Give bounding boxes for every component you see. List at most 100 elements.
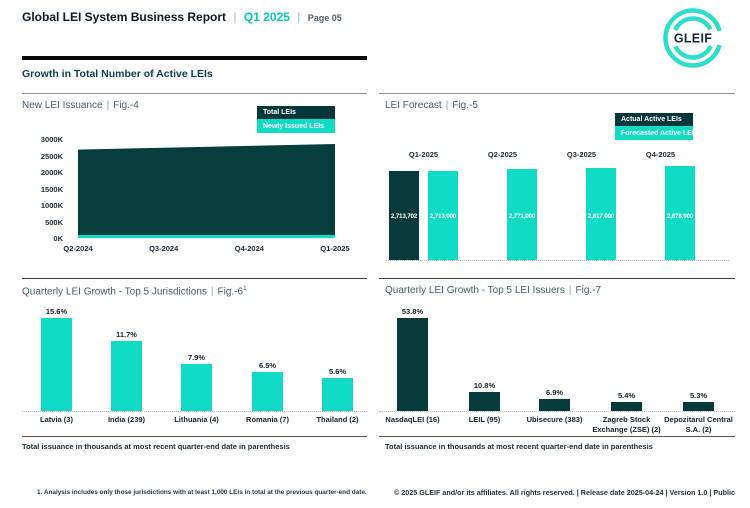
bar xyxy=(611,401,642,411)
bar-value-label: 2,713,000 xyxy=(429,213,457,220)
series-newly-issued-leis xyxy=(78,235,335,238)
category-label: Q1-2025 xyxy=(320,244,350,253)
separator: | xyxy=(445,100,449,111)
report-period: Q1 2025 xyxy=(243,10,290,24)
legend-label: Total LEIs xyxy=(263,109,296,116)
category-label: Q4-2025 xyxy=(645,150,676,159)
y-axis-tick: 0K xyxy=(53,234,63,243)
page-footnote: 1. Analysis includes only those jurisdic… xyxy=(37,489,367,496)
figure-label: Fig.-7 xyxy=(575,285,602,296)
y-axis-tick: 2000K xyxy=(40,168,63,177)
chart-footnote: Total issuance in thousands at most rece… xyxy=(22,442,290,451)
y-axis-tick: 2500K xyxy=(40,151,63,161)
chart-title-fig7: Quarterly LEI Growth - Top 5 LEI Issuers… xyxy=(385,285,601,296)
chart-title-text: Quarterly LEI Growth - Top 5 Jurisdictio… xyxy=(22,286,207,298)
logo-inner-ring xyxy=(671,16,715,60)
separator: | xyxy=(233,10,237,24)
chart-title-fig6: Quarterly LEI Growth - Top 5 Jurisdictio… xyxy=(22,285,247,297)
report-title-text: Global LEI System Business Report xyxy=(22,10,227,24)
chart-title-fig4: New LEI Issuance | Fig.-4 xyxy=(22,100,139,111)
series-total-leis xyxy=(78,144,335,235)
category-label: Q2-2025 xyxy=(487,150,518,159)
panel-top5-jurisdictions: Quarterly LEI Growth - Top 5 Jurisdictio… xyxy=(22,278,367,457)
separator: | xyxy=(568,285,572,296)
bar-value-label: 15.6% xyxy=(45,307,68,316)
bar xyxy=(181,363,212,411)
figure-label: Fig.-4 xyxy=(113,100,139,111)
category-label: Thailand (2) xyxy=(316,415,359,424)
category-label: Q3-2025 xyxy=(566,150,597,159)
legend-item-total-leis: Total LEIs xyxy=(257,106,335,119)
bar-forecast xyxy=(586,167,616,260)
panel-top5-lei-issuers: Quarterly LEI Growth - Top 5 LEI Issuers… xyxy=(379,278,735,457)
footnote-divider xyxy=(379,436,735,437)
legend-label: Forecasted Active LEIs xyxy=(621,129,698,137)
section-title: Growth in Total Number of Active LEIs xyxy=(22,68,213,80)
category-label: LEIL (95) xyxy=(468,415,501,424)
bar-value-label: 5.6% xyxy=(328,366,347,376)
bar-value-label: 6.9% xyxy=(545,388,564,398)
logo-outer-ring xyxy=(663,8,723,68)
bar xyxy=(397,318,428,411)
area-chart-canvas xyxy=(78,144,335,238)
chart-title-text: New LEI Issuance xyxy=(22,100,103,111)
x-axis-line xyxy=(22,411,367,412)
logo-text: GLEIF xyxy=(674,32,712,46)
bar-value-label: 53.8% xyxy=(401,307,424,316)
category-label: Q1-2025 xyxy=(408,150,439,159)
bar-value-label: 2,771,000 xyxy=(508,213,536,220)
category-label: Q2-2024 xyxy=(63,244,93,253)
separator: | xyxy=(210,286,214,298)
bar-actual xyxy=(389,171,419,260)
panel-lei-forecast: LEI Forecast | Fig.-5 Actual Active LEIs F… xyxy=(379,93,735,266)
bar xyxy=(322,377,353,411)
figure-label: Fig.-6 xyxy=(217,286,244,298)
category-label: India (239) xyxy=(107,415,146,424)
bar-value-label: 6.5% xyxy=(258,361,277,371)
bar-value-label: 7.9% xyxy=(187,352,206,362)
bar-forecast xyxy=(428,171,458,260)
chart-title-fig5: LEI Forecast | Fig.-5 xyxy=(385,100,478,111)
bar xyxy=(469,392,500,411)
bar xyxy=(252,372,283,411)
footnote-divider xyxy=(22,436,367,437)
legend-item-newly-issued-leis: Newly Issued LEIs xyxy=(257,119,335,133)
y-axis-tick: 1000K xyxy=(40,201,63,210)
chart-footnote: Total issuance in thousands at most rece… xyxy=(385,442,653,451)
chart-title-text: LEI Forecast xyxy=(385,100,442,111)
separator: | xyxy=(297,10,301,24)
category-label: Ubisecure (383) xyxy=(526,415,583,424)
category-label: Lithuania (4) xyxy=(174,415,219,424)
bar-forecast xyxy=(665,166,695,260)
separator: | xyxy=(106,100,110,111)
category-label: Latvia (3) xyxy=(40,415,73,424)
header-rule xyxy=(22,56,367,60)
legend-label: Newly Issued LEIs xyxy=(263,122,325,130)
legend-item-forecasted-active-leis: Forecasted Active LEIs xyxy=(615,126,698,140)
panel-new-lei-issuance: New LEI Issuance | Fig.-4 Total LEIs Newly… xyxy=(22,93,367,266)
bar xyxy=(41,318,72,411)
x-axis-line xyxy=(385,260,729,261)
bar-value-label: 2,817,000 xyxy=(587,213,615,220)
bar xyxy=(539,399,570,411)
legend-fig5: Actual Active LEIs Forecasted Active LEI… xyxy=(615,113,698,140)
category-label: NasdaqLEI (16) xyxy=(385,415,440,424)
legend-label: Actual Active LEIs xyxy=(621,116,682,123)
chart-title-text: Quarterly LEI Growth - Top 5 LEI Issuers xyxy=(385,285,565,296)
bar xyxy=(683,401,714,411)
copyright-line: © 2025 GLEIF and/or its affiliates. All … xyxy=(393,488,735,497)
category-label: Romania (7) xyxy=(246,415,289,424)
bar-value-label: 5.4% xyxy=(617,390,636,400)
bar-value-label: 2,878,000 xyxy=(666,213,694,220)
figure-label: Fig.-5 xyxy=(452,100,478,111)
y-axis-tick: 3000K xyxy=(40,135,63,144)
gleif-logo: GLEIF xyxy=(663,8,723,68)
bar-value-label: 11.7% xyxy=(116,330,137,340)
figure-footnote-marker: 1 xyxy=(243,285,247,292)
x-axis-line xyxy=(379,411,735,412)
category-label: Zagreb Stock Exchange (ZSE) (2) xyxy=(592,415,661,434)
legend-item-actual-active-leis: Actual Active LEIs xyxy=(615,113,693,126)
bar-value-label: 5.3% xyxy=(689,390,708,400)
bar-value-label: 10.8% xyxy=(473,381,496,391)
bar-forecast xyxy=(507,169,537,260)
